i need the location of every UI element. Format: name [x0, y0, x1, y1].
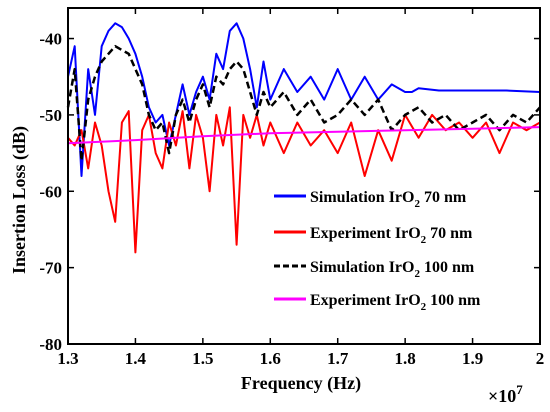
y-axis-title: Insertion Loss (dB)	[9, 126, 30, 274]
series-line-2	[67, 106, 541, 254]
series-line-1	[67, 22, 541, 177]
legend-label-1: Simulation IrO2 70 nm	[310, 189, 467, 210]
plot-background	[68, 8, 540, 344]
legend-label-4: Experiment IrO2 100 nm	[310, 292, 481, 313]
x-axis-multiplier: ×107	[488, 382, 523, 406]
legend: Simulation IrO2 70 nm Experiment IrO2 70 …	[274, 189, 481, 313]
x-axis-multiplier-exponent: 7	[516, 382, 523, 397]
x-tick-label: 1.9	[462, 349, 483, 368]
x-axis-multiplier-base: ×10	[488, 386, 516, 406]
y-tick-label: -80	[39, 335, 62, 354]
x-tick-label: 1.5	[192, 349, 213, 368]
x-tick-label: 1.8	[395, 349, 416, 368]
legend-label-3: Simulation IrO2 100 nm	[310, 259, 475, 280]
x-tick-label: 1.6	[260, 349, 281, 368]
legend-label-2: Experiment IrO2 70 nm	[310, 225, 473, 246]
y-tick-label: -70	[39, 259, 62, 278]
y-tick-label: -50	[39, 106, 62, 125]
y-tick-label: -40	[39, 30, 62, 49]
x-tick-label: 1.3	[57, 349, 78, 368]
x-tick-label: 1.4	[125, 349, 147, 368]
x-tick-label: 1.7	[327, 349, 349, 368]
x-tick-label: 2	[536, 349, 545, 368]
x-axis-title: Frequency (Hz)	[241, 373, 361, 394]
series-line-4	[67, 126, 541, 145]
plot-area	[68, 8, 540, 344]
axes-frame	[67, 7, 541, 345]
series-layer	[66, 22, 541, 254]
y-tick-label: -60	[39, 182, 62, 201]
axes-layer: 1.3 1.4 1.5 1.6 1.7 1.8 1.9 2 -40 -50 -60 -70 -80	[39, 7, 545, 368]
